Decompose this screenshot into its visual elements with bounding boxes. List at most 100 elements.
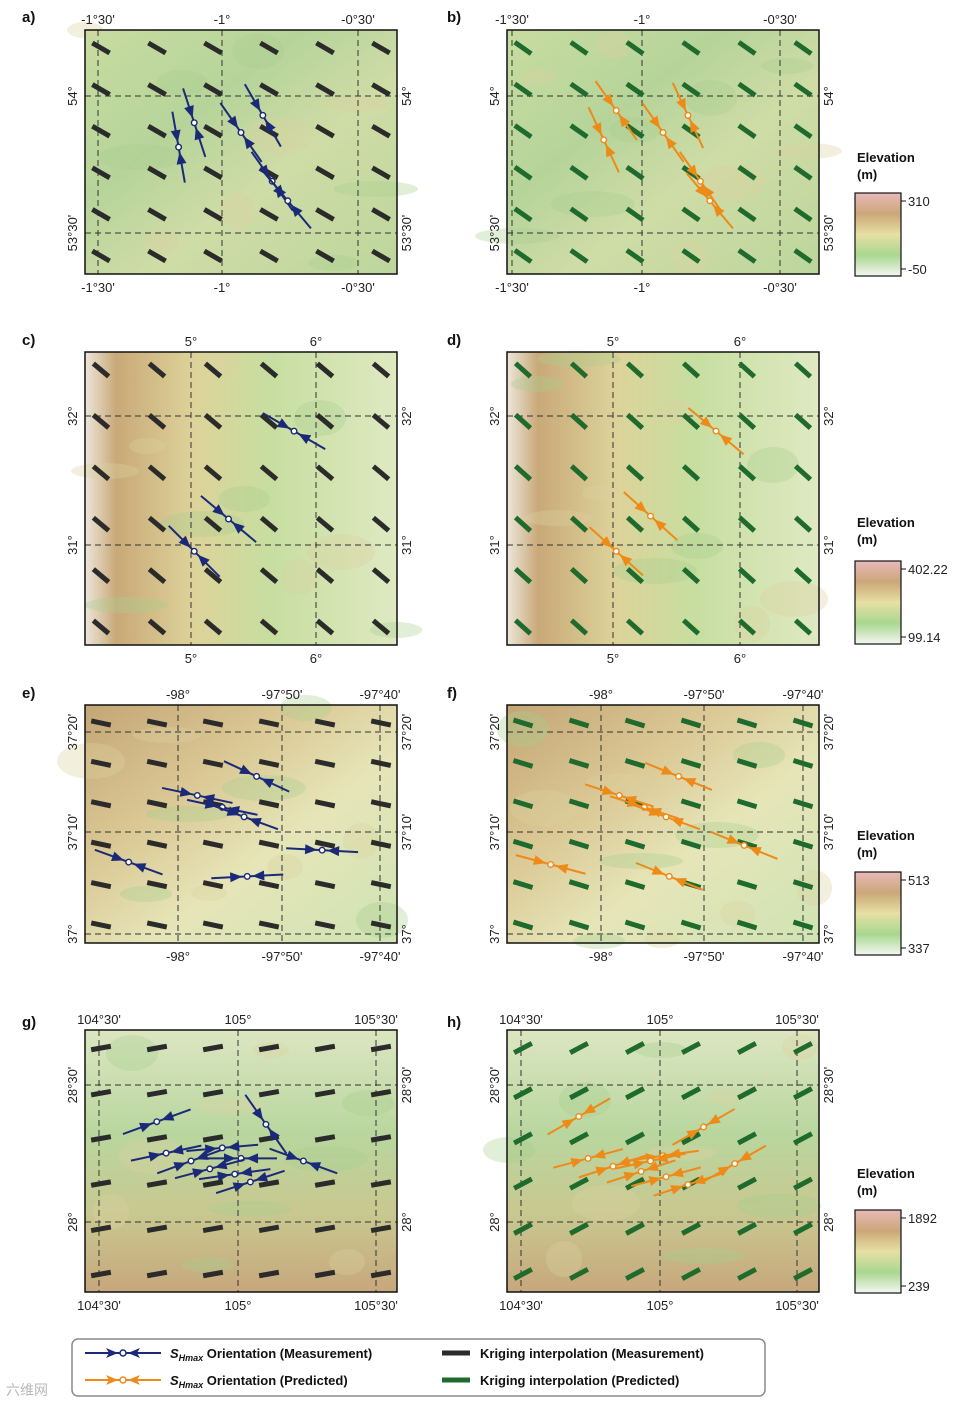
- kriging-bar: [203, 248, 223, 264]
- shmax-arrow: [615, 1152, 686, 1170]
- kriging-bar: [736, 798, 758, 810]
- kriging-bar: [147, 165, 167, 180]
- kriging-bar: [569, 618, 589, 636]
- kriging-layer: [513, 361, 813, 636]
- shmax-arrow: [262, 412, 326, 450]
- kriging-bar: [792, 838, 814, 850]
- kriging-bar: [370, 799, 392, 809]
- kriging-bar: [513, 165, 533, 181]
- map-frame: [506, 351, 820, 646]
- kriging-bar: [569, 206, 589, 223]
- y-tick-label-right: 28°: [821, 1212, 836, 1232]
- kriging-bar: [202, 1089, 224, 1098]
- kriging-bar: [624, 879, 646, 890]
- kriging-bar: [314, 718, 336, 728]
- kriging-bar: [370, 880, 392, 890]
- kriging-bar: [512, 758, 534, 769]
- shmax-arrow: [215, 1169, 285, 1195]
- kriging-bar: [371, 618, 391, 636]
- kriging-bar: [314, 799, 336, 809]
- y-tick-label-left: 37°10': [65, 814, 80, 851]
- map-frame: [84, 351, 398, 646]
- kriging-bar: [793, 206, 813, 223]
- kriging-bar: [792, 879, 814, 890]
- shmax-layer: [168, 412, 326, 578]
- colorbar-max: 310: [908, 194, 930, 209]
- x-tick-label-bottom: 105°: [647, 1298, 674, 1313]
- x-tick-label-bottom: 6°: [310, 651, 322, 666]
- kriging-bar: [202, 1134, 224, 1143]
- kriging-bar: [736, 1131, 758, 1146]
- colorbar-title: Elevation: [857, 1166, 915, 1181]
- kriging-bar: [259, 40, 279, 56]
- colorbar-max: 513: [908, 873, 930, 888]
- kriging-bar: [91, 207, 111, 222]
- kriging-bar: [792, 758, 814, 769]
- y-tick-label-left: 32°: [487, 406, 502, 426]
- y-tick-label-right: 53°30': [399, 215, 414, 252]
- shmax-layer: [170, 83, 312, 230]
- kriging-bar: [314, 1043, 336, 1053]
- shmax-arrow: [209, 803, 279, 831]
- kriging-bar: [569, 412, 589, 430]
- kriging-bar: [625, 567, 645, 585]
- colorbar-ramp: [854, 192, 902, 277]
- kriging-bar: [736, 879, 758, 890]
- kriging-bar: [315, 515, 335, 533]
- kriging-bar: [681, 206, 701, 223]
- map-panel-f: f) -98° -98° -97°50' -97°50' -97°40' -97°40' 37…: [447, 685, 836, 964]
- kriging-bar: [371, 361, 391, 379]
- terrain-background: [507, 705, 819, 943]
- kriging-bar: [91, 567, 111, 584]
- kriging-bar: [91, 40, 111, 56]
- kriging-bar: [568, 798, 590, 810]
- kriging-bar: [681, 248, 701, 264]
- y-tick-label-right: 28°: [399, 1212, 414, 1232]
- x-tick-label-top: -97°40': [360, 687, 401, 702]
- kriging-bar: [90, 1224, 112, 1233]
- shmax-arrow: [170, 111, 187, 183]
- kriging-bar: [147, 515, 167, 533]
- panel-label: d): [447, 332, 461, 349]
- shmax-arrow: [594, 80, 638, 141]
- kriging-bar: [512, 919, 534, 931]
- shmax-arrow: [671, 1108, 736, 1146]
- panel-label: h): [447, 1014, 461, 1031]
- kriging-bar: [736, 717, 758, 729]
- x-tick-label-bottom: 104°30': [499, 1298, 543, 1313]
- kriging-bar: [624, 1267, 646, 1281]
- kriging-bar: [568, 1267, 590, 1281]
- kriging-bar: [90, 1179, 112, 1188]
- kriging-bar: [370, 839, 392, 849]
- x-tick-label-top: 105°30': [354, 1012, 398, 1027]
- kriging-bar: [568, 1131, 590, 1146]
- shmax-layer: [94, 760, 359, 883]
- colorbar-min: -50: [908, 262, 927, 277]
- kriging-bar: [91, 248, 111, 264]
- colorbar-min: 337: [908, 941, 930, 956]
- shmax-arrow: [161, 786, 233, 804]
- kriging-bar: [90, 799, 112, 809]
- kriging-bar: [314, 1089, 336, 1098]
- kriging-bar: [370, 920, 392, 930]
- shmax-arrow: [687, 407, 745, 456]
- kriging-bar: [681, 81, 701, 98]
- terrain-texture: [483, 1034, 821, 1277]
- kriging-bar: [792, 1131, 814, 1146]
- y-tick-label-right: 53°30': [821, 215, 836, 252]
- kriging-bar: [625, 81, 645, 98]
- kriging-bar: [625, 515, 645, 533]
- colorbar-ramp: [854, 560, 902, 645]
- kriging-bar: [90, 758, 112, 768]
- y-tick-label-left: 53°30': [487, 215, 502, 252]
- kriging-bar: [569, 81, 589, 98]
- kriging-bar: [202, 1179, 224, 1188]
- kriging-bar: [314, 1179, 336, 1188]
- kriging-bar: [625, 206, 645, 223]
- colorbar-min: 239: [908, 1279, 930, 1294]
- kriging-bar: [681, 361, 701, 379]
- kriging-bar: [147, 618, 167, 636]
- panel-label: a): [22, 9, 35, 26]
- kriging-bar: [202, 920, 224, 930]
- kriging-bar: [203, 207, 223, 222]
